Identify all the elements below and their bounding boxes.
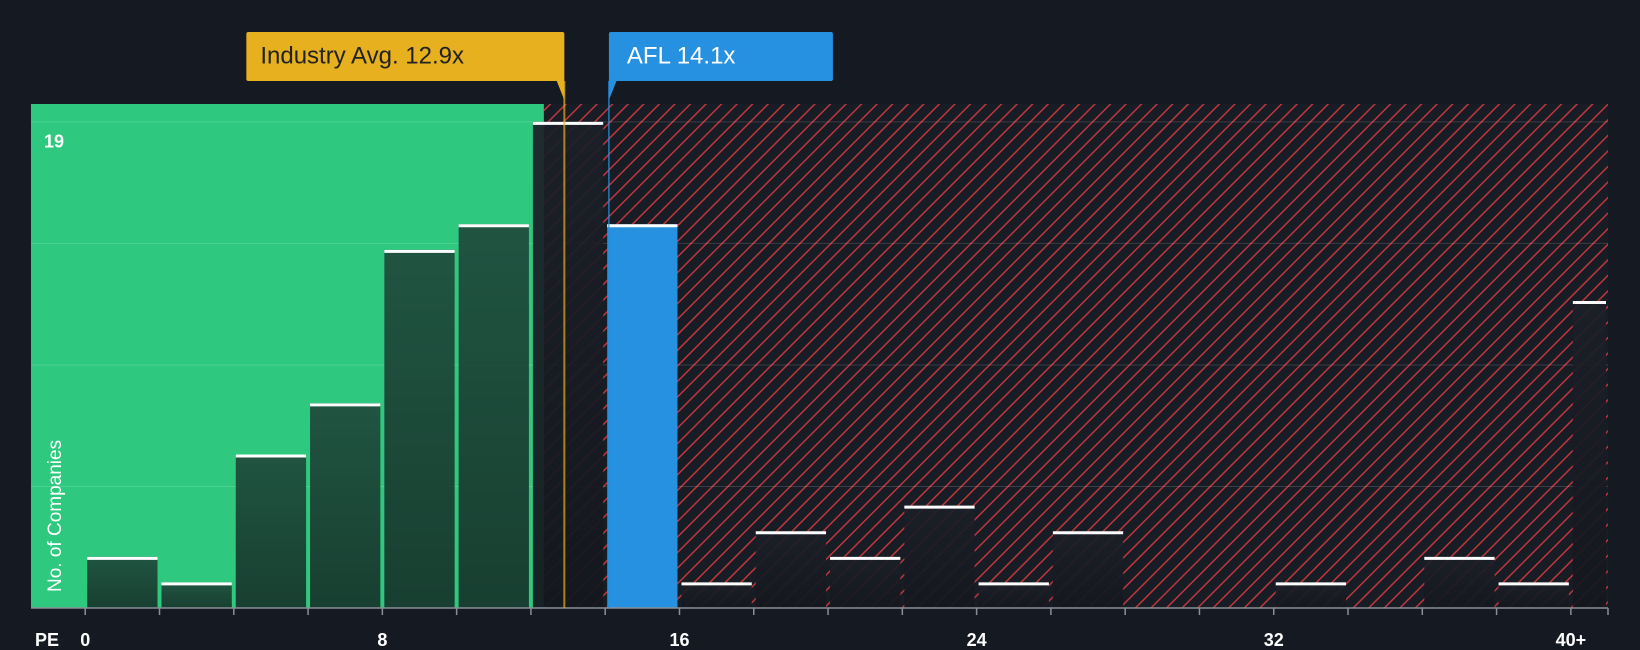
annotation-pointer bbox=[608, 80, 617, 100]
annotation-box bbox=[608, 32, 833, 81]
bar-group bbox=[1052, 531, 1124, 608]
x-axis-label: PE bbox=[35, 630, 59, 650]
bar-group bbox=[1572, 300, 1606, 608]
y-axis-label: No. of Companies bbox=[45, 440, 66, 592]
x-tick-label: 8 bbox=[377, 630, 387, 650]
bar-shade bbox=[681, 582, 752, 608]
annotation-text: Industry Avg. 12.9x bbox=[260, 42, 464, 69]
bar-shade bbox=[310, 403, 381, 608]
annotation-box bbox=[246, 32, 565, 81]
bar-group bbox=[87, 556, 158, 608]
bar-group bbox=[681, 582, 752, 608]
bar-shade bbox=[978, 582, 1049, 608]
y-tick-label: 19 bbox=[44, 132, 64, 152]
bar-shade bbox=[1052, 531, 1124, 608]
bar-group bbox=[1498, 582, 1569, 608]
bar-shade bbox=[235, 454, 307, 608]
bar-group bbox=[532, 121, 604, 608]
x-tick-label: 32 bbox=[1264, 630, 1284, 650]
x-tick-label: 0 bbox=[80, 630, 90, 650]
bar-shade bbox=[532, 121, 604, 608]
x-tick-label: 40+ bbox=[1556, 630, 1587, 650]
annotation-text: AFL 14.1x bbox=[627, 42, 736, 69]
bar-group bbox=[904, 505, 975, 608]
bar-group bbox=[310, 403, 381, 608]
bar-group bbox=[458, 224, 529, 608]
bar-group bbox=[235, 454, 307, 608]
bar-shade bbox=[384, 249, 455, 609]
bar-shade bbox=[755, 531, 827, 608]
bar-group bbox=[1275, 582, 1347, 608]
bar-shade bbox=[1424, 556, 1495, 608]
bar-shade bbox=[1275, 582, 1347, 608]
x-tick-label: 24 bbox=[967, 630, 987, 650]
bar-group bbox=[978, 582, 1049, 608]
bar bbox=[607, 224, 678, 608]
bar-shade bbox=[1498, 582, 1569, 608]
bar-group bbox=[1424, 556, 1495, 608]
bar-shade bbox=[904, 505, 975, 608]
zone bbox=[543, 104, 1608, 608]
bar-shade bbox=[458, 224, 529, 608]
bar-shade bbox=[830, 556, 901, 608]
x-tick-label: 16 bbox=[669, 630, 689, 650]
bar-group bbox=[830, 556, 901, 608]
bar-shade bbox=[87, 556, 158, 608]
bar-group bbox=[755, 531, 827, 608]
bar-shade bbox=[1572, 300, 1606, 608]
bar-group bbox=[161, 582, 232, 608]
bar-group bbox=[607, 224, 678, 608]
annotation-pointer bbox=[556, 80, 565, 100]
bar-shade bbox=[161, 582, 232, 608]
bar-group bbox=[384, 249, 455, 609]
